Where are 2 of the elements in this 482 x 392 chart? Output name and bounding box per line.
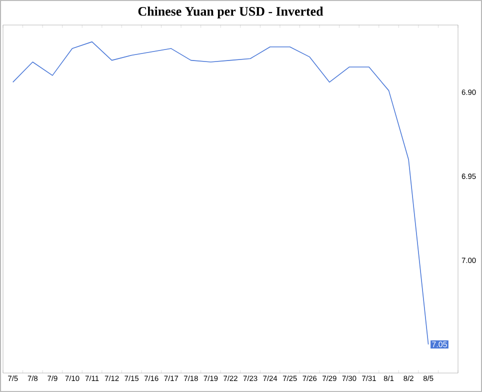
line-series: [12, 41, 429, 345]
chart-title: Chinese Yuan per USD - Inverted: [138, 6, 324, 18]
